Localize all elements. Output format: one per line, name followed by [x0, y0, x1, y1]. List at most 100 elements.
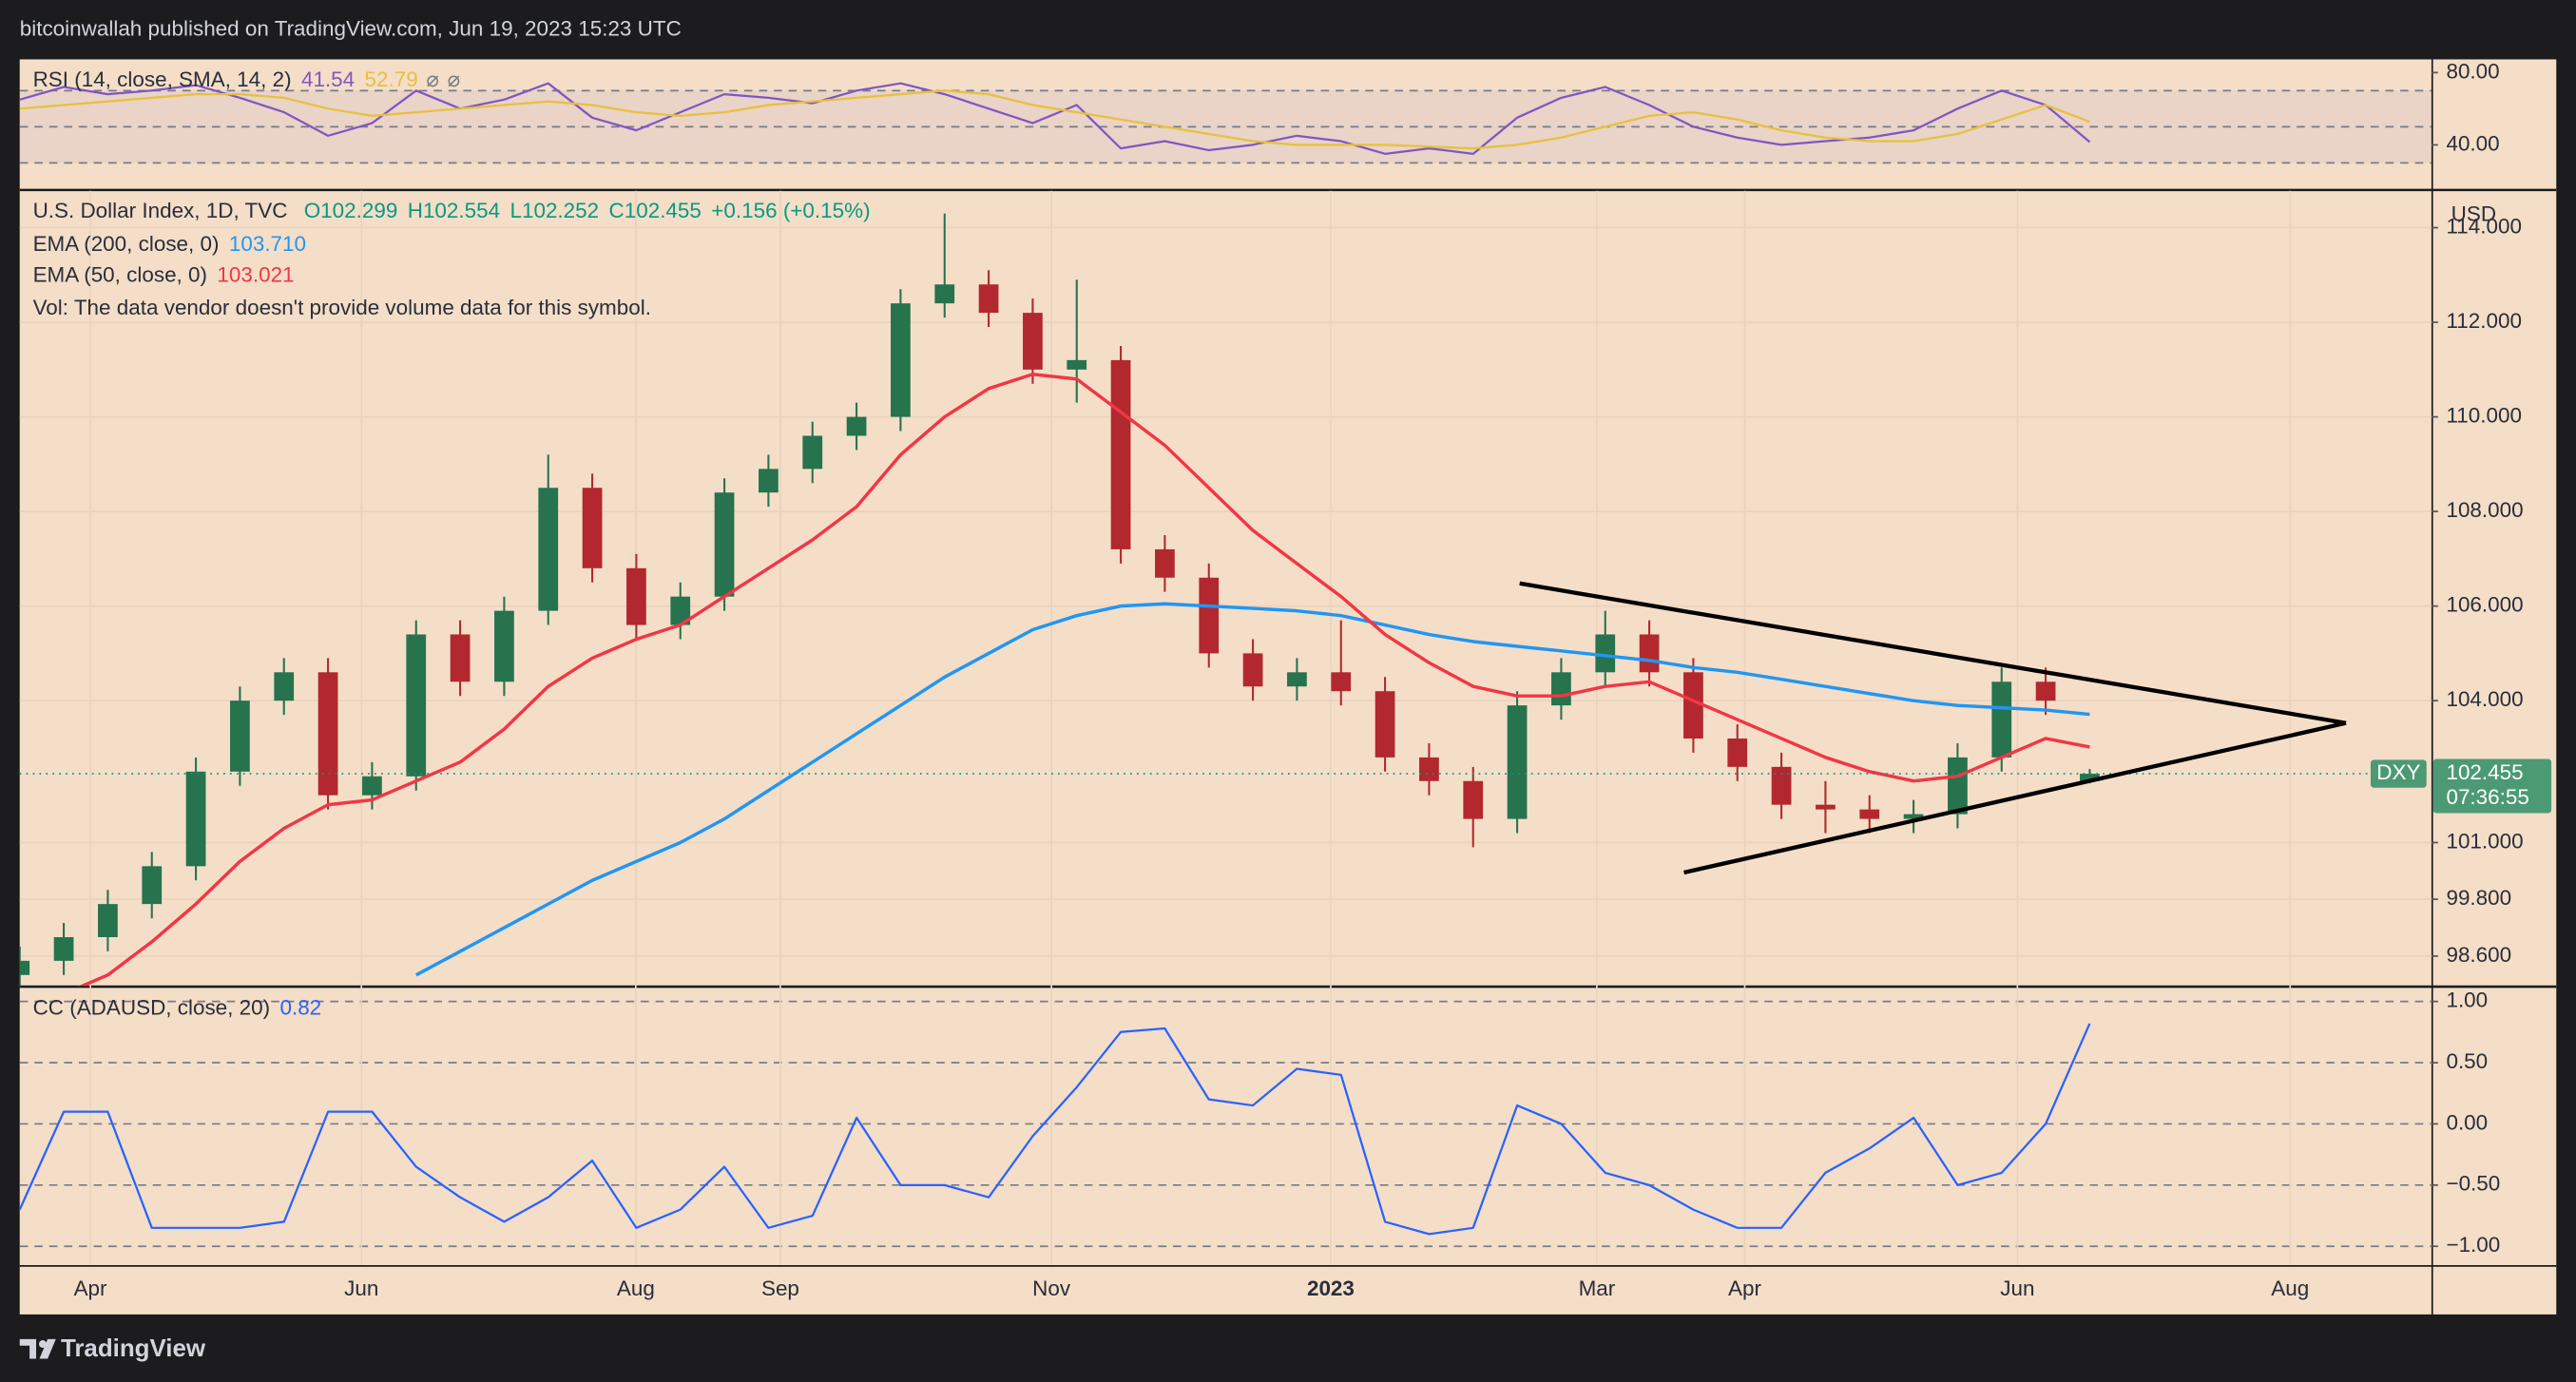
- overlay-value: 103.710: [229, 232, 306, 256]
- series-line: [19, 1023, 2091, 1236]
- candle-body: [538, 488, 559, 611]
- candle-body: [1991, 681, 2012, 758]
- y-tick-label: 0.50: [2446, 1049, 2488, 1073]
- tv-logo: [19, 1338, 56, 1359]
- candle-body: [1727, 738, 1748, 767]
- legend: CC (ADAUSD, close, 20) 0.82: [33, 995, 322, 1019]
- candle-body: [802, 435, 823, 470]
- y-tick-label: 112.000: [2446, 309, 2522, 333]
- brand: TradingView: [61, 1335, 206, 1362]
- x-tick-label: Sep: [761, 1276, 799, 1300]
- candle-body: [1816, 804, 1836, 810]
- candle-body: [978, 284, 999, 314]
- ema-line: [78, 373, 2090, 987]
- x-tick-label: 2023: [1307, 1276, 1355, 1300]
- legend-value: 41.54: [301, 67, 355, 91]
- plot-layer: 80.00 40.00 RSI (14, close, SMA, 14, 2) 41.…: [19, 59, 2552, 1300]
- ohlc-value: H102.554: [408, 199, 500, 222]
- y-tick-label: 104.000: [2446, 687, 2523, 711]
- candle-body: [53, 936, 74, 961]
- overlay-value: 103.021: [217, 263, 294, 287]
- candle-body: [230, 701, 250, 772]
- x-tick-label: Jun: [344, 1276, 378, 1300]
- candle-body: [1155, 548, 1175, 578]
- y-tick-label: 108.000: [2446, 498, 2523, 522]
- currency: USD: [2451, 202, 2496, 226]
- candle-body: [450, 634, 471, 682]
- y-tick-label: −0.50: [2446, 1172, 2500, 1196]
- legend-title: RSI (14, close, SMA, 14, 2): [33, 67, 292, 91]
- candle-body: [19, 960, 30, 975]
- status-icon: ⌀: [426, 67, 439, 91]
- candle-body: [98, 904, 118, 937]
- candle-body: [185, 771, 206, 867]
- candle-body: [1375, 691, 1395, 758]
- y-tick-label: 114.000: [2446, 214, 2522, 238]
- candle-body: [670, 596, 691, 625]
- x-tick-label: Mar: [1579, 1276, 1616, 1300]
- ohlc-value: +0.156 (+0.15%): [711, 199, 870, 222]
- legend: EMA (200, close, 0) 103.710: [33, 232, 306, 256]
- candle-body: [1067, 359, 1087, 370]
- candle-body: [1595, 634, 1616, 673]
- y-tick-label: −1.00: [2446, 1233, 2500, 1257]
- legend-title: CC (ADAUSD, close, 20): [33, 995, 271, 1019]
- candle-body: [1331, 672, 1352, 692]
- y-tick-label: 80.00: [2446, 59, 2499, 83]
- x-tick-label: Aug: [617, 1276, 655, 1300]
- ohlc-value: L102.252: [509, 199, 599, 222]
- candle-body: [1859, 809, 1880, 819]
- volume-note: Vol: The data vendor doesn't provide vol…: [33, 296, 651, 319]
- ema-line: [414, 602, 2090, 977]
- candle-body: [1771, 766, 1792, 805]
- y-tick-label: 1.00: [2446, 989, 2488, 1012]
- x-tick-label: Nov: [1032, 1276, 1071, 1300]
- x-tick-label: Apr: [74, 1276, 107, 1300]
- candle-body: [846, 416, 867, 436]
- candle-body: [2035, 681, 2056, 701]
- y-tick-label: 110.000: [2446, 404, 2522, 428]
- candle-body: [494, 610, 514, 682]
- candle-body: [142, 866, 163, 905]
- candle-body: [1419, 757, 1439, 781]
- y-tick-label: 101.000: [2446, 829, 2523, 853]
- symbol-label: DXY: [2376, 760, 2420, 784]
- y-tick-label: 106.000: [2446, 593, 2523, 617]
- candle-body: [1287, 672, 1307, 687]
- candle-body: [714, 492, 735, 597]
- candle-body: [362, 776, 382, 796]
- y-tick-label: 40.00: [2446, 131, 2499, 155]
- y-tick-label: 0.00: [2446, 1110, 2488, 1134]
- candle-body: [1903, 814, 1924, 819]
- series-line: [19, 82, 2091, 155]
- publisher: bitcoinwallah published on TradingView.c…: [20, 16, 682, 40]
- x-tick-label: Aug: [2271, 1276, 2309, 1300]
- candle-body: [1507, 705, 1528, 819]
- x-tick-label: Jun: [2000, 1276, 2034, 1300]
- candle-body: [406, 634, 427, 777]
- candle-body: [1948, 757, 1968, 815]
- candle-body: [582, 488, 603, 568]
- candle-body: [1639, 634, 1660, 673]
- y-tick-label: 99.800: [2446, 886, 2511, 910]
- candle-body: [1683, 672, 1703, 739]
- candle-body: [1463, 780, 1484, 819]
- trendline-upper: [1519, 581, 2347, 725]
- candle-body: [2080, 774, 2100, 781]
- price-badge: [2432, 758, 2552, 814]
- legend: RSI (14, close, SMA, 14, 2) 41.54 52.79 ⌀ ⌀: [33, 67, 461, 91]
- ohlc-value: O102.299: [304, 199, 398, 222]
- y-tick-label: 98.600: [2446, 943, 2511, 967]
- candle-body: [934, 284, 955, 304]
- candle-body: [317, 672, 338, 796]
- series-line: [19, 89, 2090, 150]
- candle-body: [1551, 672, 1571, 706]
- legend: U.S. Dollar Index, 1D, TVC O102.299 H102.5…: [33, 199, 871, 222]
- x-tick-label: Apr: [1728, 1276, 1761, 1300]
- candle-body: [626, 567, 646, 625]
- status-icon: ⌀: [448, 67, 461, 91]
- candle-body: [274, 672, 295, 701]
- candle-body: [1199, 577, 1220, 654]
